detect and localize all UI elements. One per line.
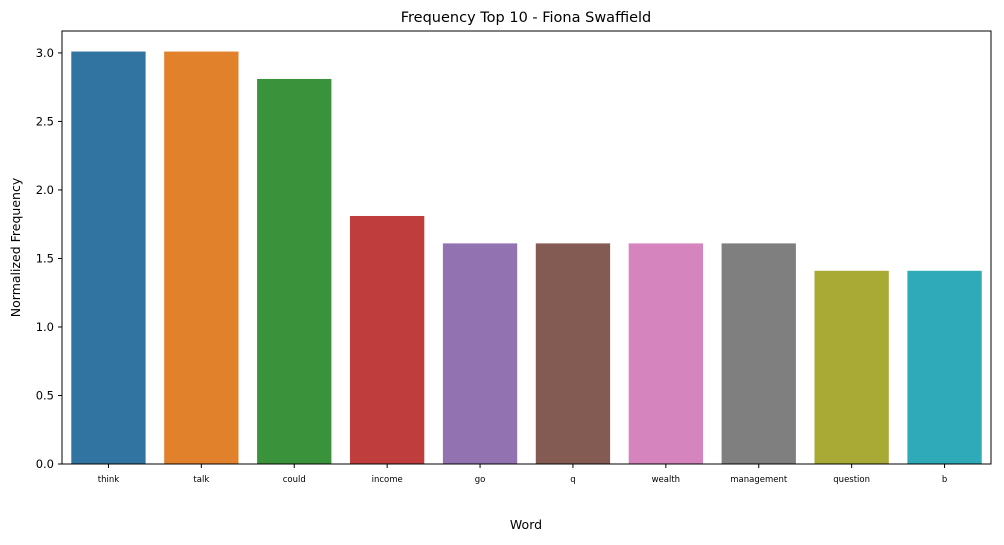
bar-go bbox=[442, 243, 518, 464]
plot-frame bbox=[61, 30, 992, 465]
x-axis-label: Word bbox=[510, 517, 542, 532]
x-tick-label: could bbox=[283, 475, 306, 485]
y-tick-label: 0.5 bbox=[36, 388, 54, 402]
y-tick-label: 1.5 bbox=[36, 251, 54, 265]
bar-q bbox=[535, 243, 611, 464]
bar-management bbox=[721, 243, 796, 464]
y-tick-label: 2.0 bbox=[36, 183, 54, 197]
x-tick-label: go bbox=[475, 475, 486, 485]
y-tick-label: 0.0 bbox=[36, 457, 54, 471]
bar-could bbox=[257, 78, 332, 465]
bars-layer bbox=[71, 51, 982, 465]
x-tick-label: question bbox=[833, 475, 870, 485]
x-tick-label: b bbox=[942, 475, 947, 485]
bar-question bbox=[814, 270, 889, 464]
x-tick-label: income bbox=[372, 475, 403, 485]
x-tick-label: think bbox=[98, 475, 119, 485]
x-tick-label: q bbox=[570, 475, 575, 485]
bar-talk bbox=[164, 51, 239, 465]
bar-b bbox=[907, 270, 982, 464]
y-axis: 0.0 0.5 1.0 1.5 2.0 2.5 3.0 bbox=[36, 46, 62, 471]
y-tick-label: 3.0 bbox=[36, 46, 54, 60]
bar-wealth bbox=[628, 243, 704, 464]
bar-income bbox=[349, 215, 425, 464]
y-axis-label: Normalized Frequency bbox=[8, 177, 23, 317]
y-tick-label: 1.0 bbox=[36, 320, 54, 334]
chart-title: Frequency Top 10 - Fiona Swaffield bbox=[401, 10, 652, 26]
x-tick-label: wealth bbox=[652, 475, 680, 485]
x-axis: think talk could income go q wealth management q… bbox=[98, 464, 947, 485]
x-tick-label: talk bbox=[193, 475, 209, 485]
bar-think bbox=[71, 51, 146, 465]
x-tick-label: management bbox=[730, 475, 788, 485]
y-tick-label: 2.5 bbox=[36, 114, 54, 128]
